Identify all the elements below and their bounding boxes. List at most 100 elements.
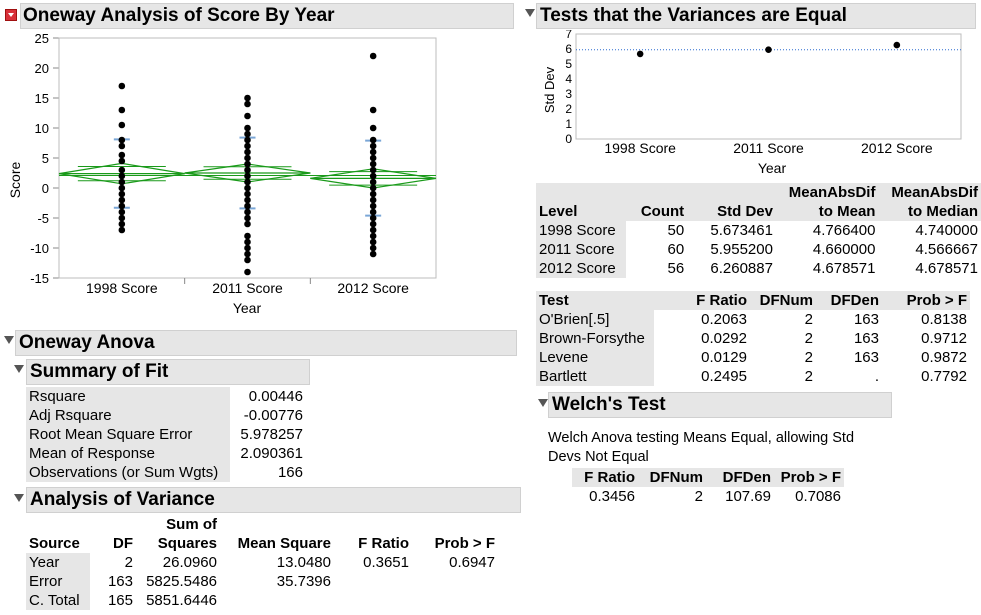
- disclosure-triangle-icon[interactable]: [538, 399, 548, 407]
- table-row: Bartlett 0.2495 2. 0.7792: [536, 367, 970, 386]
- row-value: 2.090361: [240, 445, 303, 462]
- oneway-anova-header[interactable]: Oneway Anova: [15, 330, 517, 356]
- table-cell: 165: [107, 592, 133, 609]
- data-point: [118, 184, 126, 192]
- data-point: [118, 220, 126, 228]
- variances-header[interactable]: Tests that the Variances are Equal: [536, 3, 976, 29]
- data-point: [369, 202, 377, 210]
- column-header: [687, 183, 776, 202]
- column-header: to Median: [878, 202, 981, 221]
- summary-of-fit-header[interactable]: Summary of Fit: [26, 359, 310, 385]
- row-value: -0.00776: [243, 407, 303, 424]
- table-cell: 2: [694, 488, 703, 505]
- row-label: Levene: [536, 348, 654, 367]
- x-tick-label: 1998 Score: [86, 280, 158, 296]
- data-point: [118, 106, 126, 114]
- y-axis-label: Score: [7, 162, 23, 199]
- table-cell: [412, 572, 498, 591]
- table-cell: 0.7086: [795, 488, 841, 505]
- data-point: [369, 208, 377, 216]
- data-point: [369, 214, 377, 222]
- disclosure-triangle-icon[interactable]: [4, 336, 14, 344]
- table-row: Error 163 5825.5486 35.7396: [26, 572, 498, 591]
- x-tick-label: 2012 Score: [337, 280, 409, 296]
- table-row: Brown-Forsythe 0.0292 2 163 0.9712: [536, 329, 970, 348]
- data-point: [369, 52, 377, 60]
- row-value: 166: [277, 464, 303, 481]
- data-point: [118, 208, 126, 216]
- table-cell: 2: [804, 330, 813, 347]
- table-row: 2012 Score 56 6.260887 4.678571 4.678571: [536, 259, 981, 278]
- column-header: MeanAbsDif: [775, 183, 879, 202]
- options-menu-icon[interactable]: [5, 9, 17, 21]
- table-cell: 4.678571: [812, 260, 876, 277]
- data-point: [244, 202, 251, 210]
- x-tick-label: 2012 Score: [861, 140, 933, 156]
- data-point: [244, 142, 251, 150]
- row-label: Mean of Response: [26, 444, 230, 463]
- y-tick-label: 0: [565, 132, 572, 146]
- disclosure-triangle-icon[interactable]: [525, 9, 535, 17]
- column-header: [536, 183, 626, 202]
- y-tick-label: 6: [565, 42, 572, 56]
- header-row: Test F Ratio DFNum DFDen Prob > F: [536, 291, 970, 310]
- column-header: [625, 183, 688, 202]
- row-label: 1998 Score: [536, 221, 626, 240]
- row-label: Adj Rsquare: [26, 406, 230, 425]
- table-cell: 0.2063: [701, 311, 747, 328]
- column-header: MeanAbsDif: [878, 183, 981, 202]
- data-point: [369, 136, 377, 144]
- row-value: 5.978257: [240, 426, 303, 443]
- table-row: 0.3456 2 107.69 0.7086: [572, 487, 844, 506]
- data-point: [244, 244, 251, 252]
- table-cell: 0.3456: [589, 488, 635, 505]
- table-cell: 2: [804, 349, 813, 366]
- header-row: MeanAbsDif MeanAbsDif: [536, 183, 981, 202]
- table-cell: 163: [853, 330, 879, 347]
- disclosure-triangle-icon[interactable]: [14, 365, 24, 373]
- y-tick-label: 3: [565, 87, 572, 101]
- table-cell: [412, 591, 498, 610]
- row-label: O'Brien[.5]: [536, 310, 654, 329]
- data-point: [369, 220, 377, 228]
- data-point: [369, 238, 377, 246]
- column-header: DF: [113, 535, 133, 552]
- table-cell: 0.3651: [363, 554, 409, 571]
- data-point: [118, 214, 126, 222]
- column-header: DFDen: [706, 468, 774, 487]
- table-row: 2011 Score 60 5.955200 4.660000 4.566667: [536, 240, 981, 259]
- column-header: [220, 515, 334, 534]
- table-row: O'Brien[.5] 0.2063 2 163 0.8138: [536, 310, 970, 329]
- row-value: 0.00446: [248, 388, 303, 405]
- column-header: DFNum: [638, 468, 706, 487]
- oneway-analysis-header[interactable]: Oneway Analysis of Score By Year: [20, 3, 514, 29]
- column-header: Std Dev: [687, 202, 776, 221]
- welch-description-line2: Devs Not Equal: [548, 449, 649, 465]
- data-point: [244, 220, 251, 228]
- y-tick-labels: 25 20 15 10 5 0 -5 -10 -15: [30, 31, 59, 286]
- data-point: [369, 250, 377, 258]
- table-cell: 0.8138: [921, 311, 967, 328]
- row-label: Bartlett: [536, 367, 654, 386]
- x-tick-labels: 1998 Score 2011 Score 2012 Score: [86, 278, 409, 296]
- disclosure-triangle-icon[interactable]: [14, 494, 24, 502]
- data-point: [244, 154, 251, 162]
- y-tick-label: 0: [42, 181, 49, 196]
- analysis-of-variance-header[interactable]: Analysis of Variance: [26, 487, 521, 513]
- table-cell: 5825.5486: [146, 573, 217, 590]
- y-tick-label: -5: [37, 211, 49, 226]
- table-row: C. Total 165 5851.6446: [26, 591, 498, 610]
- welch-description-line1: Welch Anova testing Means Equal, allowin…: [548, 430, 855, 446]
- data-point: [244, 112, 251, 120]
- y-tick-label: 1: [565, 117, 572, 131]
- data-point: [369, 196, 377, 204]
- y-tick-label: 5: [42, 151, 49, 166]
- data-point: [244, 166, 251, 174]
- table-cell: 60: [667, 241, 685, 258]
- welch-test-header[interactable]: Welch's Test: [548, 392, 892, 418]
- row-label: Brown-Forsythe: [536, 329, 654, 348]
- variance-tests-table: Test F Ratio DFNum DFDen Prob > F O'Brien[.5…: [536, 291, 970, 386]
- data-point: [118, 121, 126, 129]
- table-row: Mean of Response 2.090361: [26, 444, 306, 463]
- data-point: [369, 178, 377, 186]
